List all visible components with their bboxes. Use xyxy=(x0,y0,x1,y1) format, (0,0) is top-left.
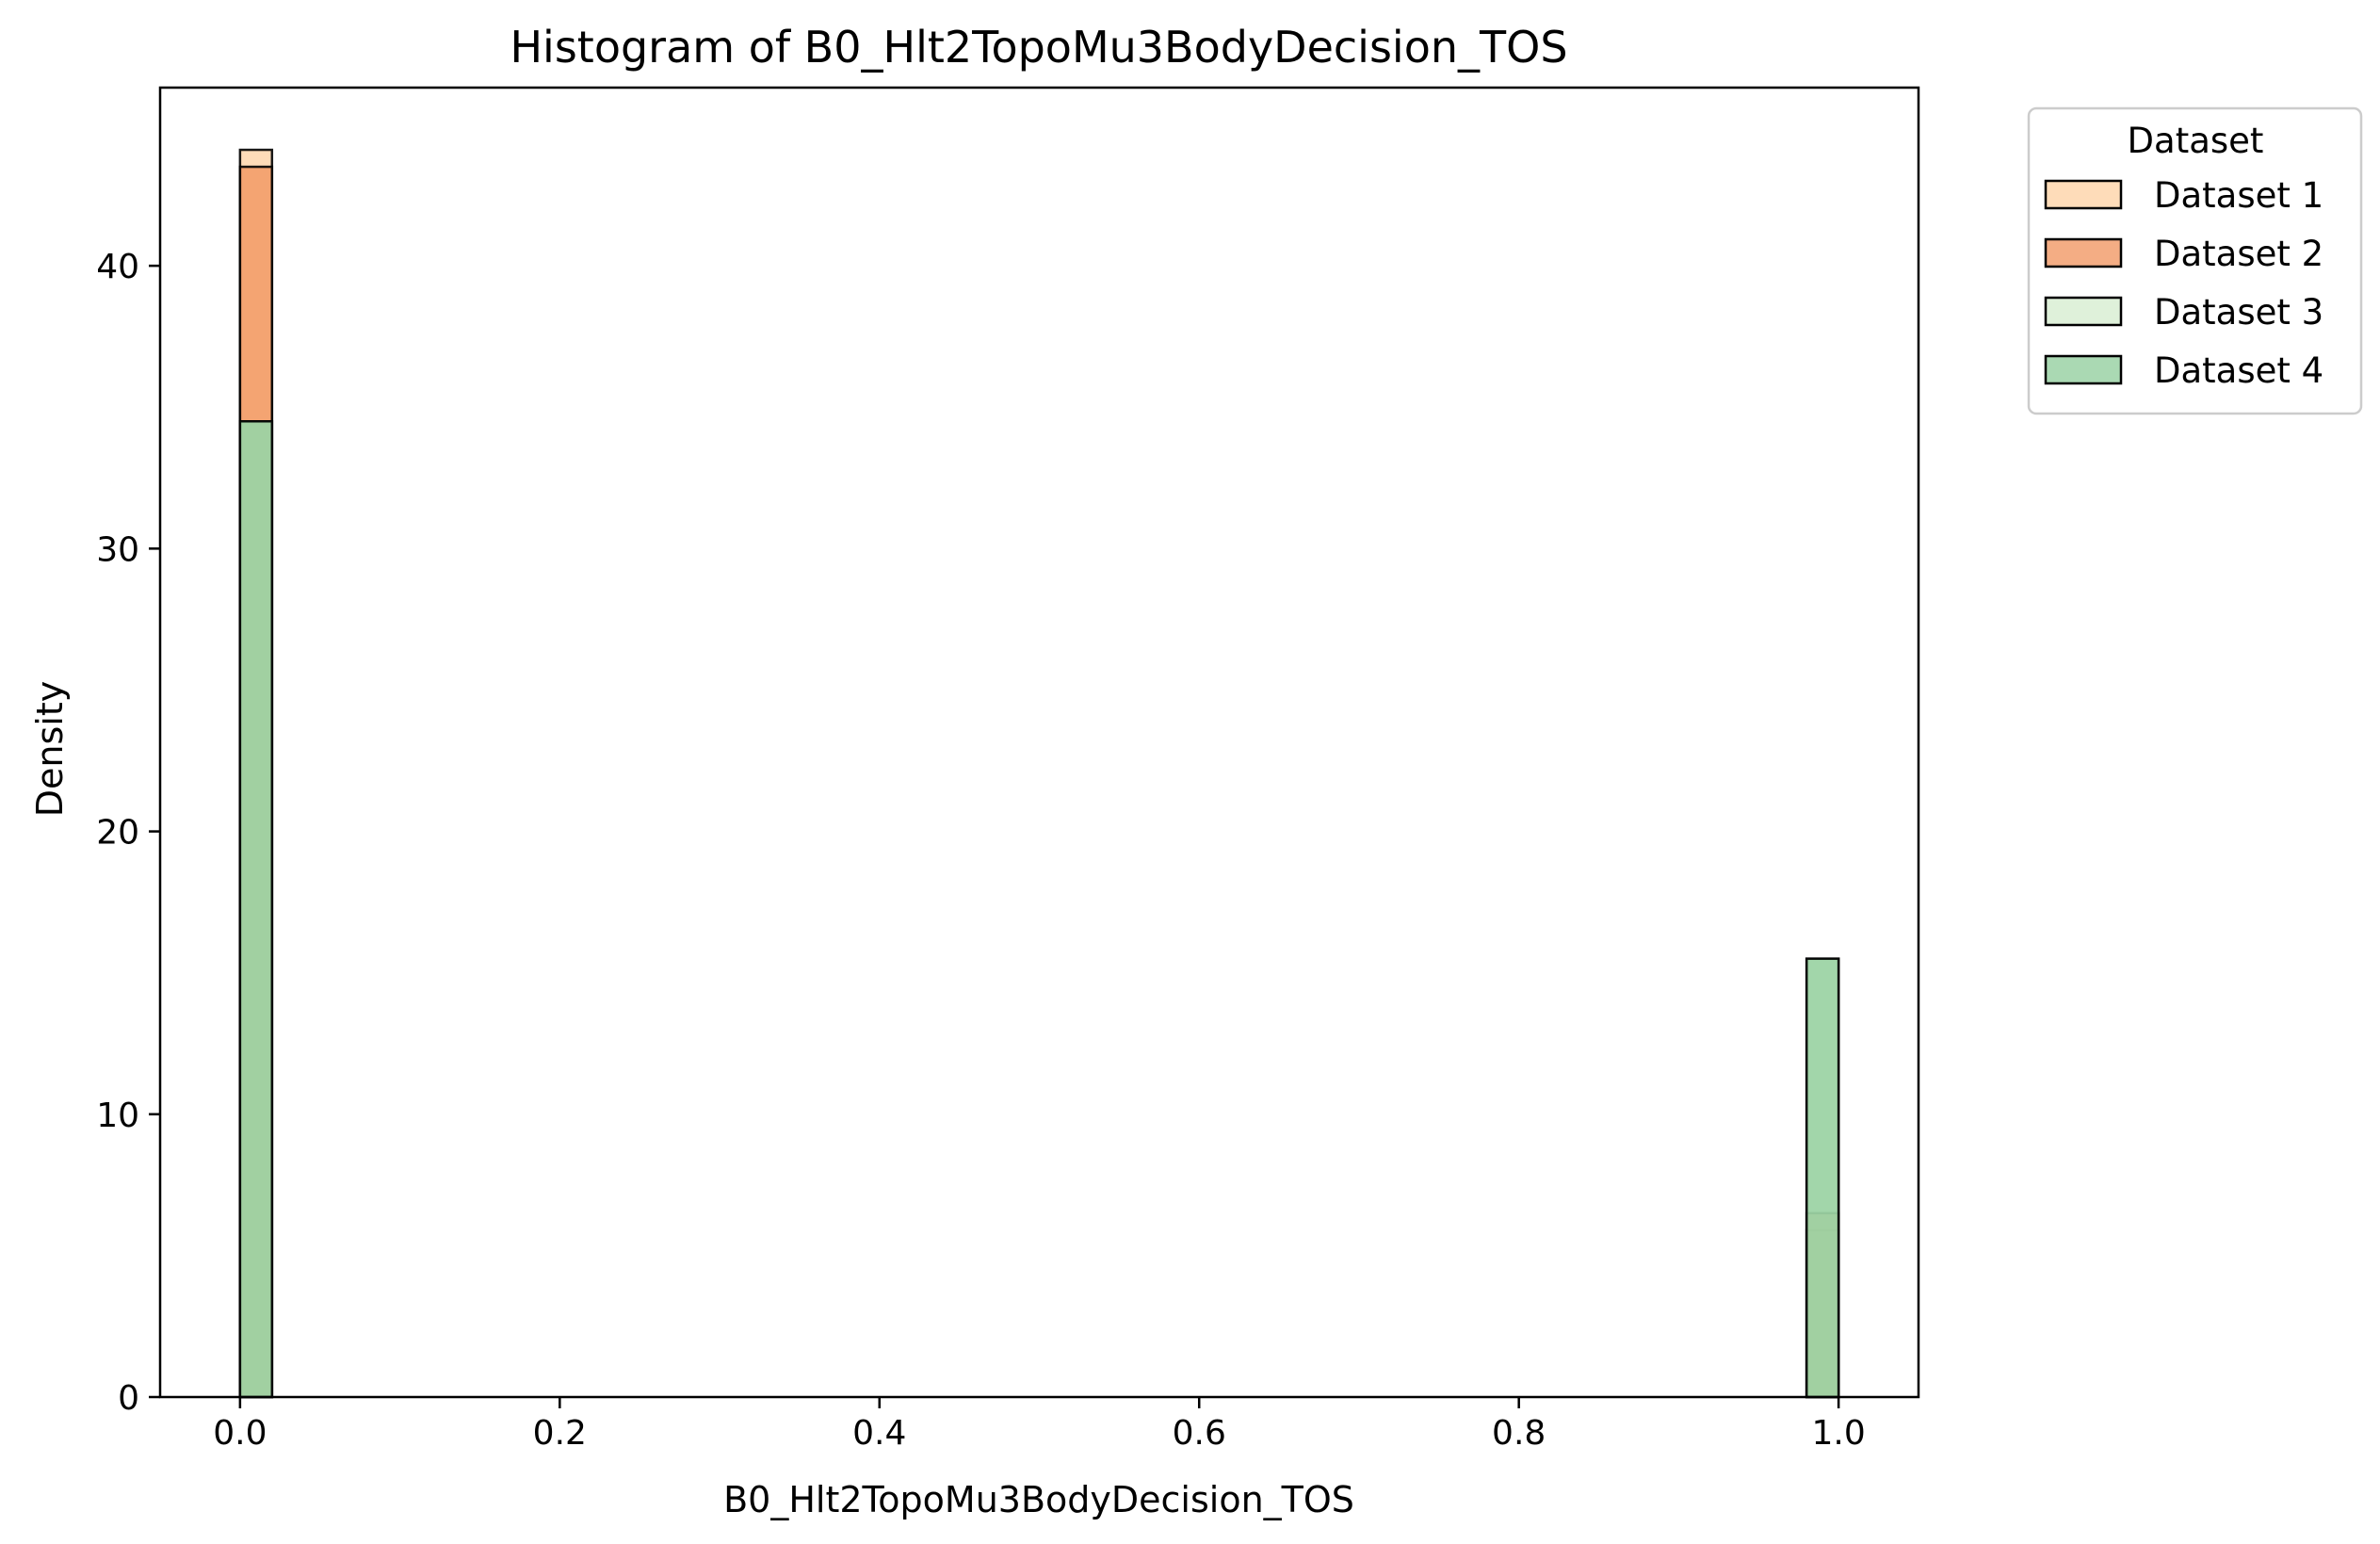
legend-item: Dataset 3 xyxy=(2044,292,2323,333)
axes-frame xyxy=(158,86,1920,1399)
legend-item: Dataset 4 xyxy=(2044,350,2323,391)
legend-item: Dataset 1 xyxy=(2044,175,2323,216)
legend-swatch xyxy=(2044,179,2123,210)
x-tick-label: 0.4 xyxy=(852,1414,906,1453)
bar-series-4-bin-1 xyxy=(238,420,274,1399)
legend-label: Dataset 1 xyxy=(2154,175,2323,216)
x-tick-label: 0.2 xyxy=(533,1414,587,1453)
x-axis-label: B0_Hlt2TopoMu3BodyDecision_TOS xyxy=(723,1479,1354,1520)
y-tick-label: 0 xyxy=(118,1379,139,1418)
axes: 0.0 0.2 0.4 0.6 0.8 1.0 0 10 20 30 40 xyxy=(96,86,1920,1453)
y-axis-label: Density xyxy=(29,681,71,817)
x-tick-label: 0.8 xyxy=(1492,1414,1546,1453)
legend-label: Dataset 3 xyxy=(2154,292,2323,333)
x-tick-label: 1.0 xyxy=(1812,1414,1866,1453)
plot-area xyxy=(160,88,1919,1397)
x-tick-label: 0.0 xyxy=(213,1414,267,1453)
legend: Dataset Dataset 1 Dataset 2 Dataset 3 Datas… xyxy=(2027,106,2363,415)
series-4 xyxy=(238,420,1840,1399)
legend-swatch xyxy=(2044,354,2123,385)
y-tick-label: 10 xyxy=(96,1097,139,1135)
legend-item: Dataset 2 xyxy=(2044,234,2323,274)
x-tick-label: 0.6 xyxy=(1173,1414,1226,1453)
plot-background xyxy=(160,88,1919,1397)
legend-swatch xyxy=(2044,237,2123,268)
y-tick-label: 30 xyxy=(96,530,139,569)
legend-label: Dataset 4 xyxy=(2154,350,2323,391)
bar-series-4-bin-2 xyxy=(1805,957,1840,1399)
legend-title: Dataset xyxy=(2128,121,2264,161)
y-tick-label: 20 xyxy=(96,814,139,853)
legend-swatch xyxy=(2044,296,2123,327)
y-tick-label: 40 xyxy=(96,248,139,286)
chart-title: Histogram of B0_Hlt2TopoMu3BodyDecision_… xyxy=(510,22,1567,73)
legend-label: Dataset 2 xyxy=(2154,234,2323,274)
histogram-bars xyxy=(238,148,1840,1399)
